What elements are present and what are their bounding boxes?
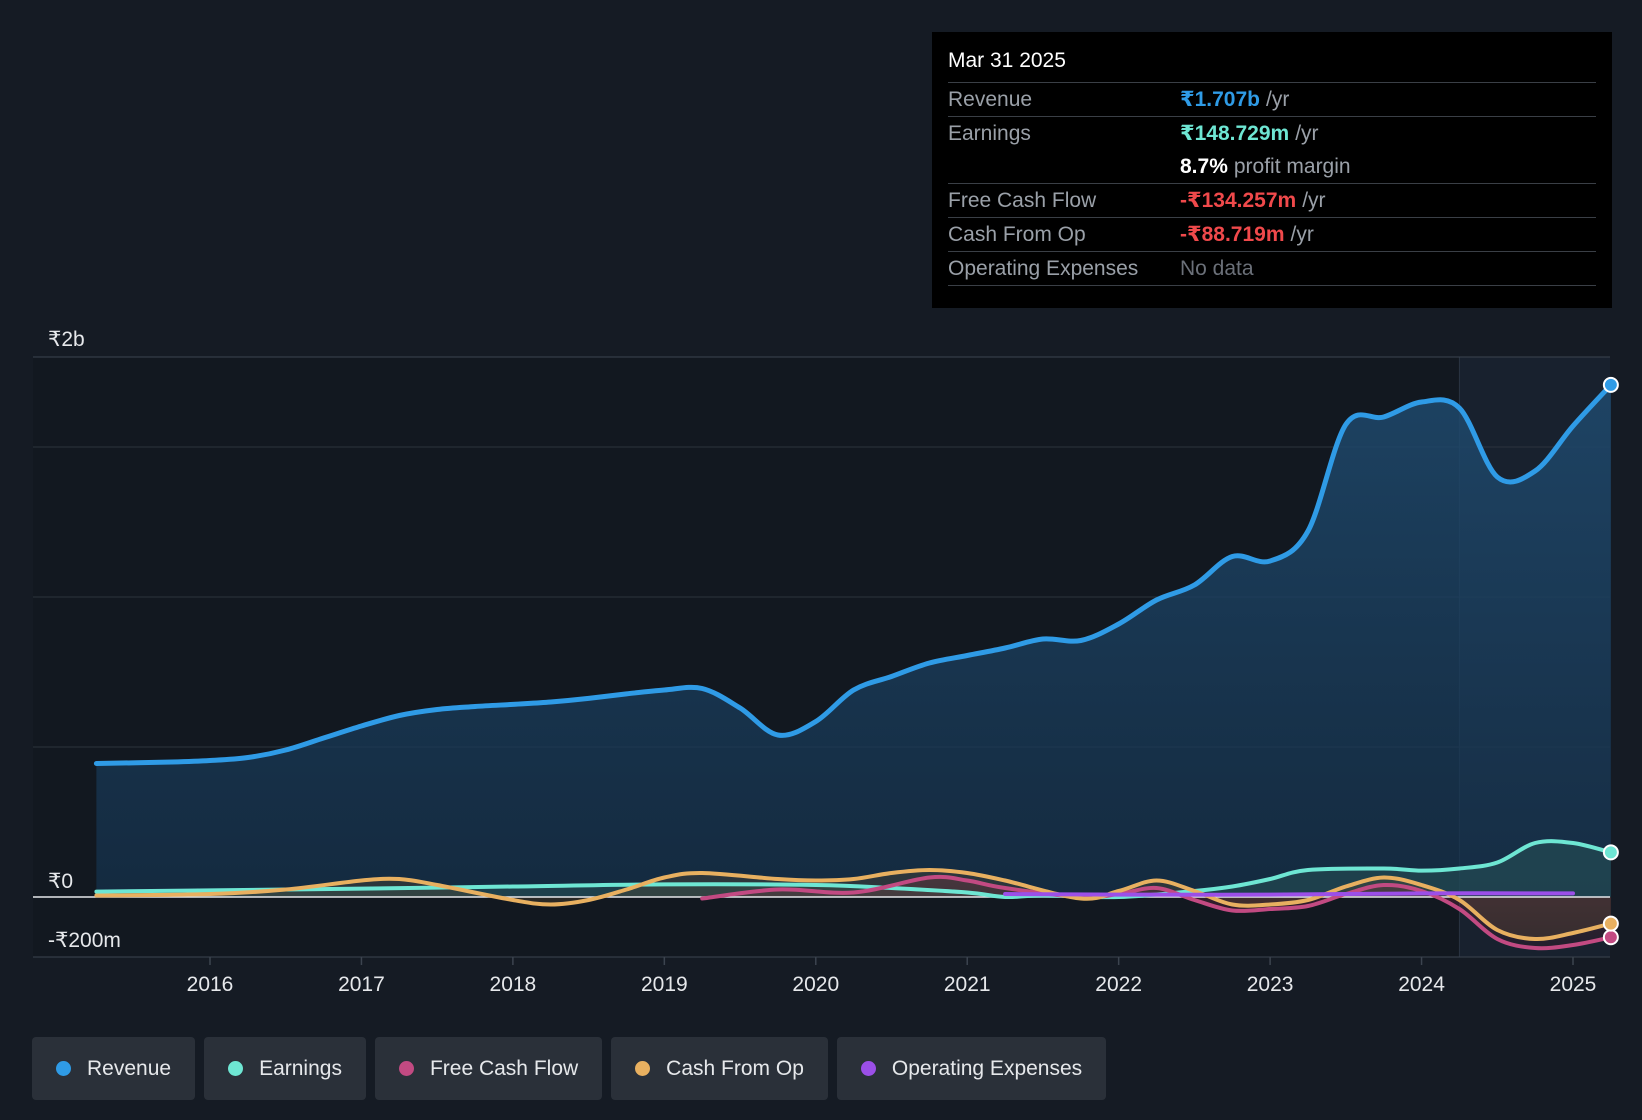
series-line-free-cash-flow [700, 874, 1613, 951]
tooltip-unit: profit margin [1233, 155, 1351, 178]
legend-label: Earnings [259, 1056, 342, 1080]
tooltip-row-profit-margin: 8.7% profit margin [948, 150, 1596, 184]
x-tick-label: 2025 [1550, 973, 1597, 996]
x-tick-label: 2017 [338, 973, 385, 996]
x-tick-label: 2020 [792, 973, 839, 996]
tooltip-value: ₹1.707b [1180, 88, 1260, 111]
x-tick-label: 2024 [1398, 973, 1445, 996]
end-marker-cash-from-op [1602, 915, 1619, 932]
x-tick-label: 2022 [1095, 973, 1142, 996]
y-tick-label: ₹2b [48, 328, 85, 351]
x-tick-label: 2021 [944, 973, 991, 996]
tooltip-value: -₹88.719m [1180, 223, 1285, 246]
legend-dot-icon [398, 1061, 414, 1076]
tooltip-row-free-cash-flow: Free Cash Flow -₹134.257m /yr [948, 184, 1596, 218]
tooltip-row-revenue: Revenue ₹1.707b /yr [948, 83, 1596, 117]
tooltip-unit: /yr [1290, 223, 1314, 246]
x-tick-label: 2018 [490, 973, 537, 996]
tooltip-row-cash-from-op: Cash From Op -₹88.719m /yr [948, 218, 1596, 252]
tooltip-panel: Mar 31 2025 Revenue ₹1.707b /yr Earnings… [932, 32, 1612, 308]
series-line-operating-expenses [1003, 891, 1575, 897]
legend-label: Free Cash Flow [429, 1056, 579, 1080]
legend-label: Operating Expenses [891, 1056, 1083, 1080]
legend-label: Revenue [87, 1056, 172, 1080]
x-tick-label: 2016 [187, 973, 234, 996]
series-line-revenue [93, 382, 1614, 766]
x-tick-label: 2023 [1247, 973, 1294, 996]
series-area-cash-from-op [96, 870, 1611, 940]
end-marker-free-cash-flow [1602, 929, 1619, 946]
legend-dot-icon [56, 1061, 71, 1076]
legend-dot-icon [860, 1061, 876, 1076]
tooltip-label [948, 150, 1180, 183]
y-tick-label: ₹0 [48, 870, 73, 893]
tooltip-row-operating-expenses: Operating Expenses No data [948, 252, 1596, 286]
tooltip-unit: /yr [1295, 122, 1319, 145]
y-tick-label: -₹200m [48, 929, 121, 952]
legend: Revenue Earnings Free Cash Flow Cash Fro… [32, 1037, 1107, 1100]
legend-item-operating-expenses[interactable]: Operating Expenses [836, 1037, 1107, 1100]
tooltip-value: 8.7% [1180, 155, 1228, 178]
tooltip-value: ₹148.729m [1180, 122, 1290, 145]
series-line-cash-from-op [94, 868, 1613, 942]
tooltip-value: -₹134.257m [1180, 189, 1297, 212]
legend-dot-icon [228, 1061, 244, 1076]
series-area-revenue [96, 384, 1611, 897]
tooltip-label: Cash From Op [948, 223, 1086, 246]
tooltip-unit: /yr [1302, 189, 1326, 212]
tooltip-unit: /yr [1266, 88, 1290, 111]
x-tick-label: 2019 [641, 973, 688, 996]
legend-item-revenue[interactable]: Revenue [32, 1037, 196, 1100]
tooltip-date: Mar 31 2025 [948, 46, 1596, 83]
tooltip-row-earnings: Earnings ₹148.729m /yr [948, 117, 1596, 150]
legend-item-earnings[interactable]: Earnings [204, 1037, 366, 1100]
legend-label: Cash From Op [666, 1056, 804, 1080]
tooltip-label: Operating Expenses [948, 257, 1139, 280]
end-marker-earnings [1602, 844, 1619, 861]
legend-item-free-cash-flow[interactable]: Free Cash Flow [374, 1037, 603, 1100]
legend-item-cash-from-op[interactable]: Cash From Op [611, 1037, 828, 1100]
end-marker-revenue [1602, 376, 1619, 393]
tooltip-value: No data [1180, 257, 1254, 280]
tooltip-label: Revenue [948, 88, 1033, 111]
tooltip-label: Earnings [948, 122, 1031, 145]
legend-dot-icon [635, 1061, 651, 1076]
tooltip-label: Free Cash Flow [948, 189, 1097, 212]
